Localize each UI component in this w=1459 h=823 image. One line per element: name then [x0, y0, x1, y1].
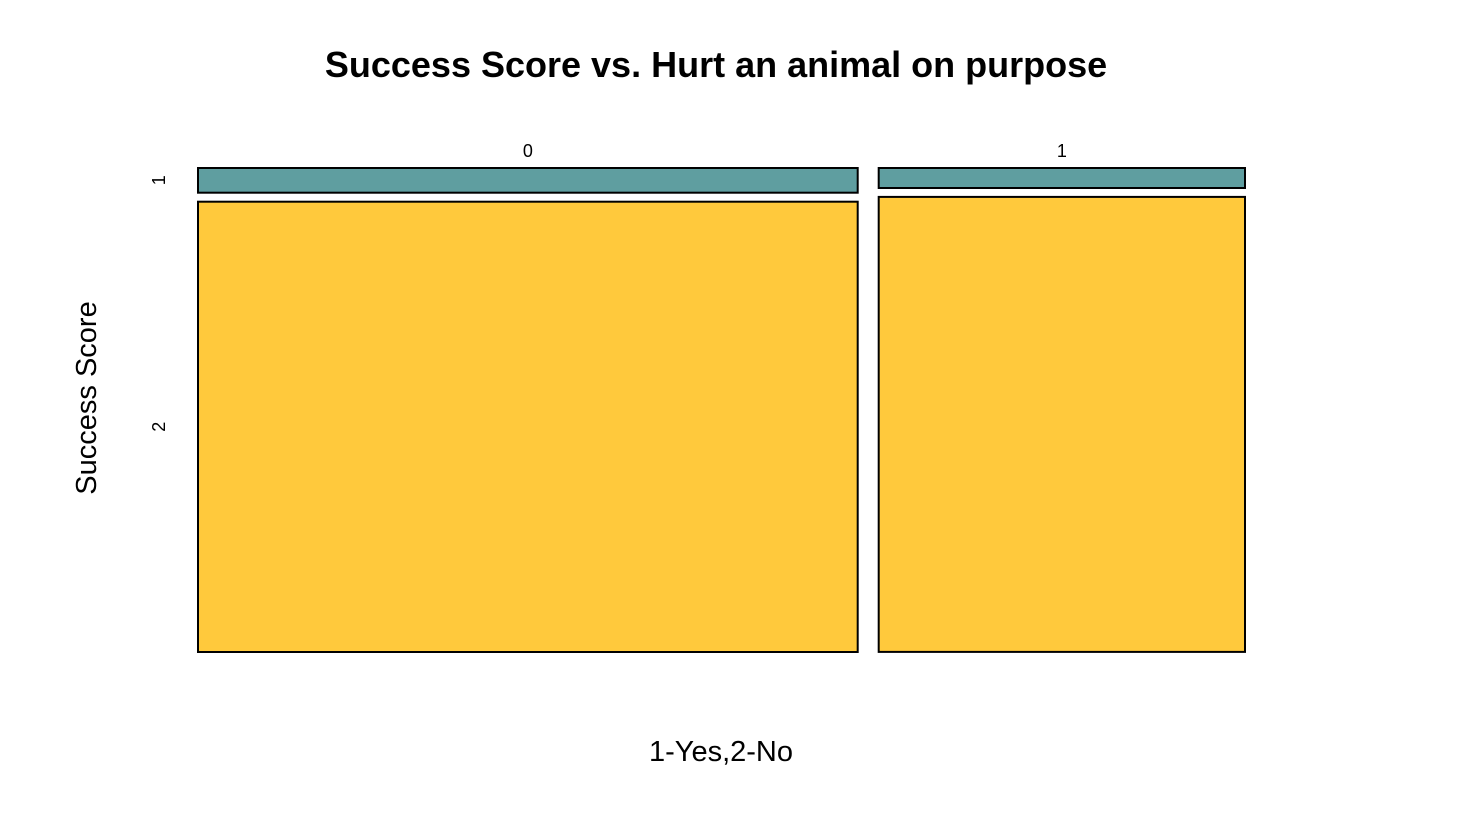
x-tick-label-0: 0 [523, 141, 533, 161]
x-tick-label-1: 1 [1057, 141, 1067, 161]
x-axis-label: 1-Yes,2-No [649, 736, 793, 768]
tile-x0-y2 [197, 200, 859, 653]
y-axis-label: Success Score [71, 301, 103, 494]
tile-x1-y2 [877, 195, 1246, 653]
y-tick-label-2: 2 [149, 422, 169, 432]
tile-x1-y1 [877, 167, 1246, 189]
y-tick-label-1: 1 [149, 175, 169, 185]
tile-x0-y1 [197, 167, 859, 194]
mosaic-tiles [197, 167, 1246, 653]
y-tick-labels: 12 [149, 175, 169, 432]
chart-title: Success Score vs. Hurt an animal on purp… [325, 44, 1107, 85]
